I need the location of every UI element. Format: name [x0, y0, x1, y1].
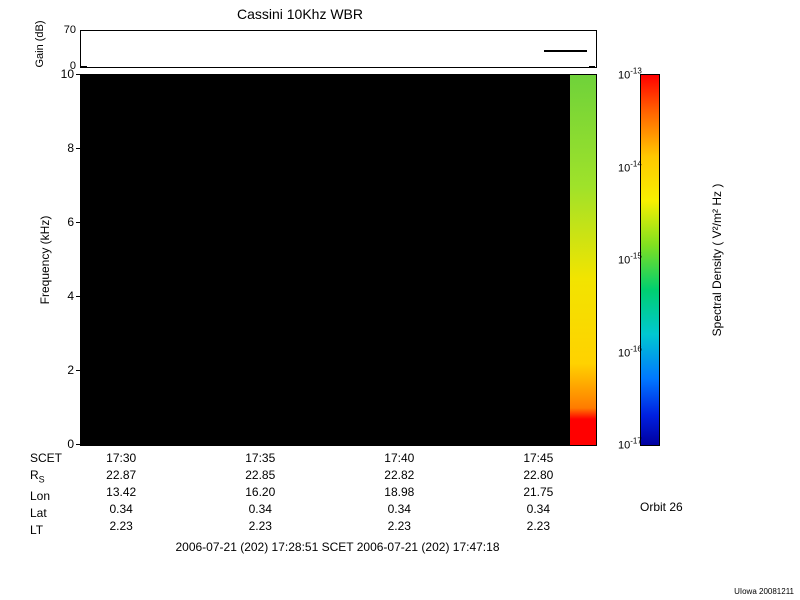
x-row-label: RS: [30, 467, 75, 488]
colorbar-tick: 10-13: [618, 67, 642, 82]
x-axis-value: 22.80: [508, 467, 568, 484]
y-tick: 8: [58, 141, 74, 155]
x-axis-value: 17:30: [91, 450, 151, 467]
gain-axis-label: Gain (dB): [34, 20, 46, 67]
x-axis-value: 2.23: [230, 518, 290, 535]
x-axis-value: 2.23: [508, 518, 568, 535]
spectrogram-data-band: [570, 75, 596, 445]
x-axis-value: 2.23: [91, 518, 151, 535]
x-axis-value: 22.85: [230, 467, 290, 484]
gain-tick: 70: [62, 24, 76, 36]
plot-title: Cassini 10Khz WBR: [0, 6, 600, 22]
x-axis-column: 17:4522.8021.750.342.23: [508, 450, 568, 535]
y-tick: 10: [58, 67, 74, 81]
x-axis-value: 17:45: [508, 450, 568, 467]
y-tick: 4: [58, 289, 74, 303]
y-tick: 6: [58, 215, 74, 229]
x-axis-column: 17:3022.8713.420.342.23: [91, 450, 151, 535]
x-axis-column: 17:3522.8516.200.342.23: [230, 450, 290, 535]
scet-range: 2006-07-21 (202) 17:28:51 SCET 2006-07-2…: [80, 540, 595, 554]
gain-data-line: [544, 50, 588, 52]
orbit-label: Orbit 26: [640, 500, 683, 514]
x-axis-value: 0.34: [369, 501, 429, 518]
x-axis-value: 0.34: [230, 501, 290, 518]
x-axis-value: 22.82: [369, 467, 429, 484]
x-axis-value: 2.23: [369, 518, 429, 535]
x-axis-value: 22.87: [91, 467, 151, 484]
x-axis-value: 13.42: [91, 484, 151, 501]
x-row-label: Lat: [30, 505, 75, 522]
x-axis-value: 0.34: [91, 501, 151, 518]
y-tick: 2: [58, 363, 74, 377]
colorbar-tick: 10-17: [618, 437, 642, 452]
gain-panel: [80, 30, 597, 68]
x-axis-value: 0.34: [508, 501, 568, 518]
x-axis-row-labels: SCETRSLonLatLT: [30, 450, 75, 539]
x-axis-value: 21.75: [508, 484, 568, 501]
colorbar-label: Spectral Density ( V²/m² Hz ): [710, 184, 724, 337]
footer-text: UIowa 20081211: [734, 587, 794, 596]
x-row-label: LT: [30, 522, 75, 539]
x-axis-column: 17:4022.8218.980.342.23: [369, 450, 429, 535]
colorbar-tick: 10-14: [618, 159, 642, 174]
x-axis-value: 17:40: [369, 450, 429, 467]
x-axis-value: 16.20: [230, 484, 290, 501]
y-tick: 0: [58, 437, 74, 451]
y-axis-label: Frequency (kHz): [38, 216, 52, 305]
colorbar-tick: 10-16: [618, 344, 642, 359]
x-row-label: Lon: [30, 488, 75, 505]
x-axis-value: 18.98: [369, 484, 429, 501]
colorbar-tick: 10-15: [618, 252, 642, 267]
spectrogram-panel: [80, 74, 597, 446]
colorbar: [640, 74, 660, 446]
x-axis-value: 17:35: [230, 450, 290, 467]
x-row-label: SCET: [30, 450, 75, 467]
plot-container: Cassini 10Khz WBR Gain (dB) Frequency (k…: [0, 0, 800, 600]
